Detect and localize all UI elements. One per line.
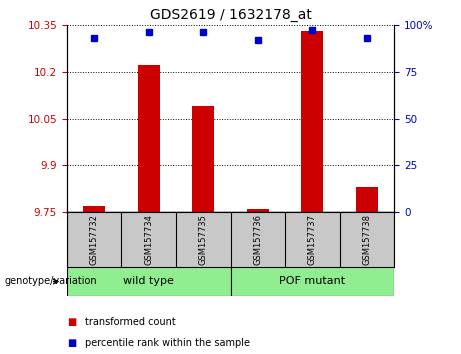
Text: GSM157738: GSM157738 <box>362 214 372 266</box>
Text: GSM157734: GSM157734 <box>144 215 153 265</box>
Bar <box>356 187 378 212</box>
Text: transformed count: transformed count <box>85 317 176 327</box>
Bar <box>83 206 105 212</box>
Text: percentile rank within the sample: percentile rank within the sample <box>85 338 250 348</box>
Text: genotype/variation: genotype/variation <box>5 276 97 286</box>
Text: GSM157736: GSM157736 <box>253 214 262 266</box>
Bar <box>138 65 160 212</box>
Bar <box>230 267 394 296</box>
Bar <box>301 31 323 212</box>
Bar <box>192 106 214 212</box>
Text: ■: ■ <box>67 317 76 327</box>
Text: GSM157737: GSM157737 <box>308 214 317 266</box>
Text: wild type: wild type <box>123 276 174 286</box>
Text: GSM157732: GSM157732 <box>89 215 99 265</box>
Title: GDS2619 / 1632178_at: GDS2619 / 1632178_at <box>149 8 312 22</box>
Text: POF mutant: POF mutant <box>279 276 345 286</box>
Bar <box>67 267 230 296</box>
Bar <box>247 209 269 212</box>
Text: GSM157735: GSM157735 <box>199 215 208 265</box>
Text: ■: ■ <box>67 338 76 348</box>
